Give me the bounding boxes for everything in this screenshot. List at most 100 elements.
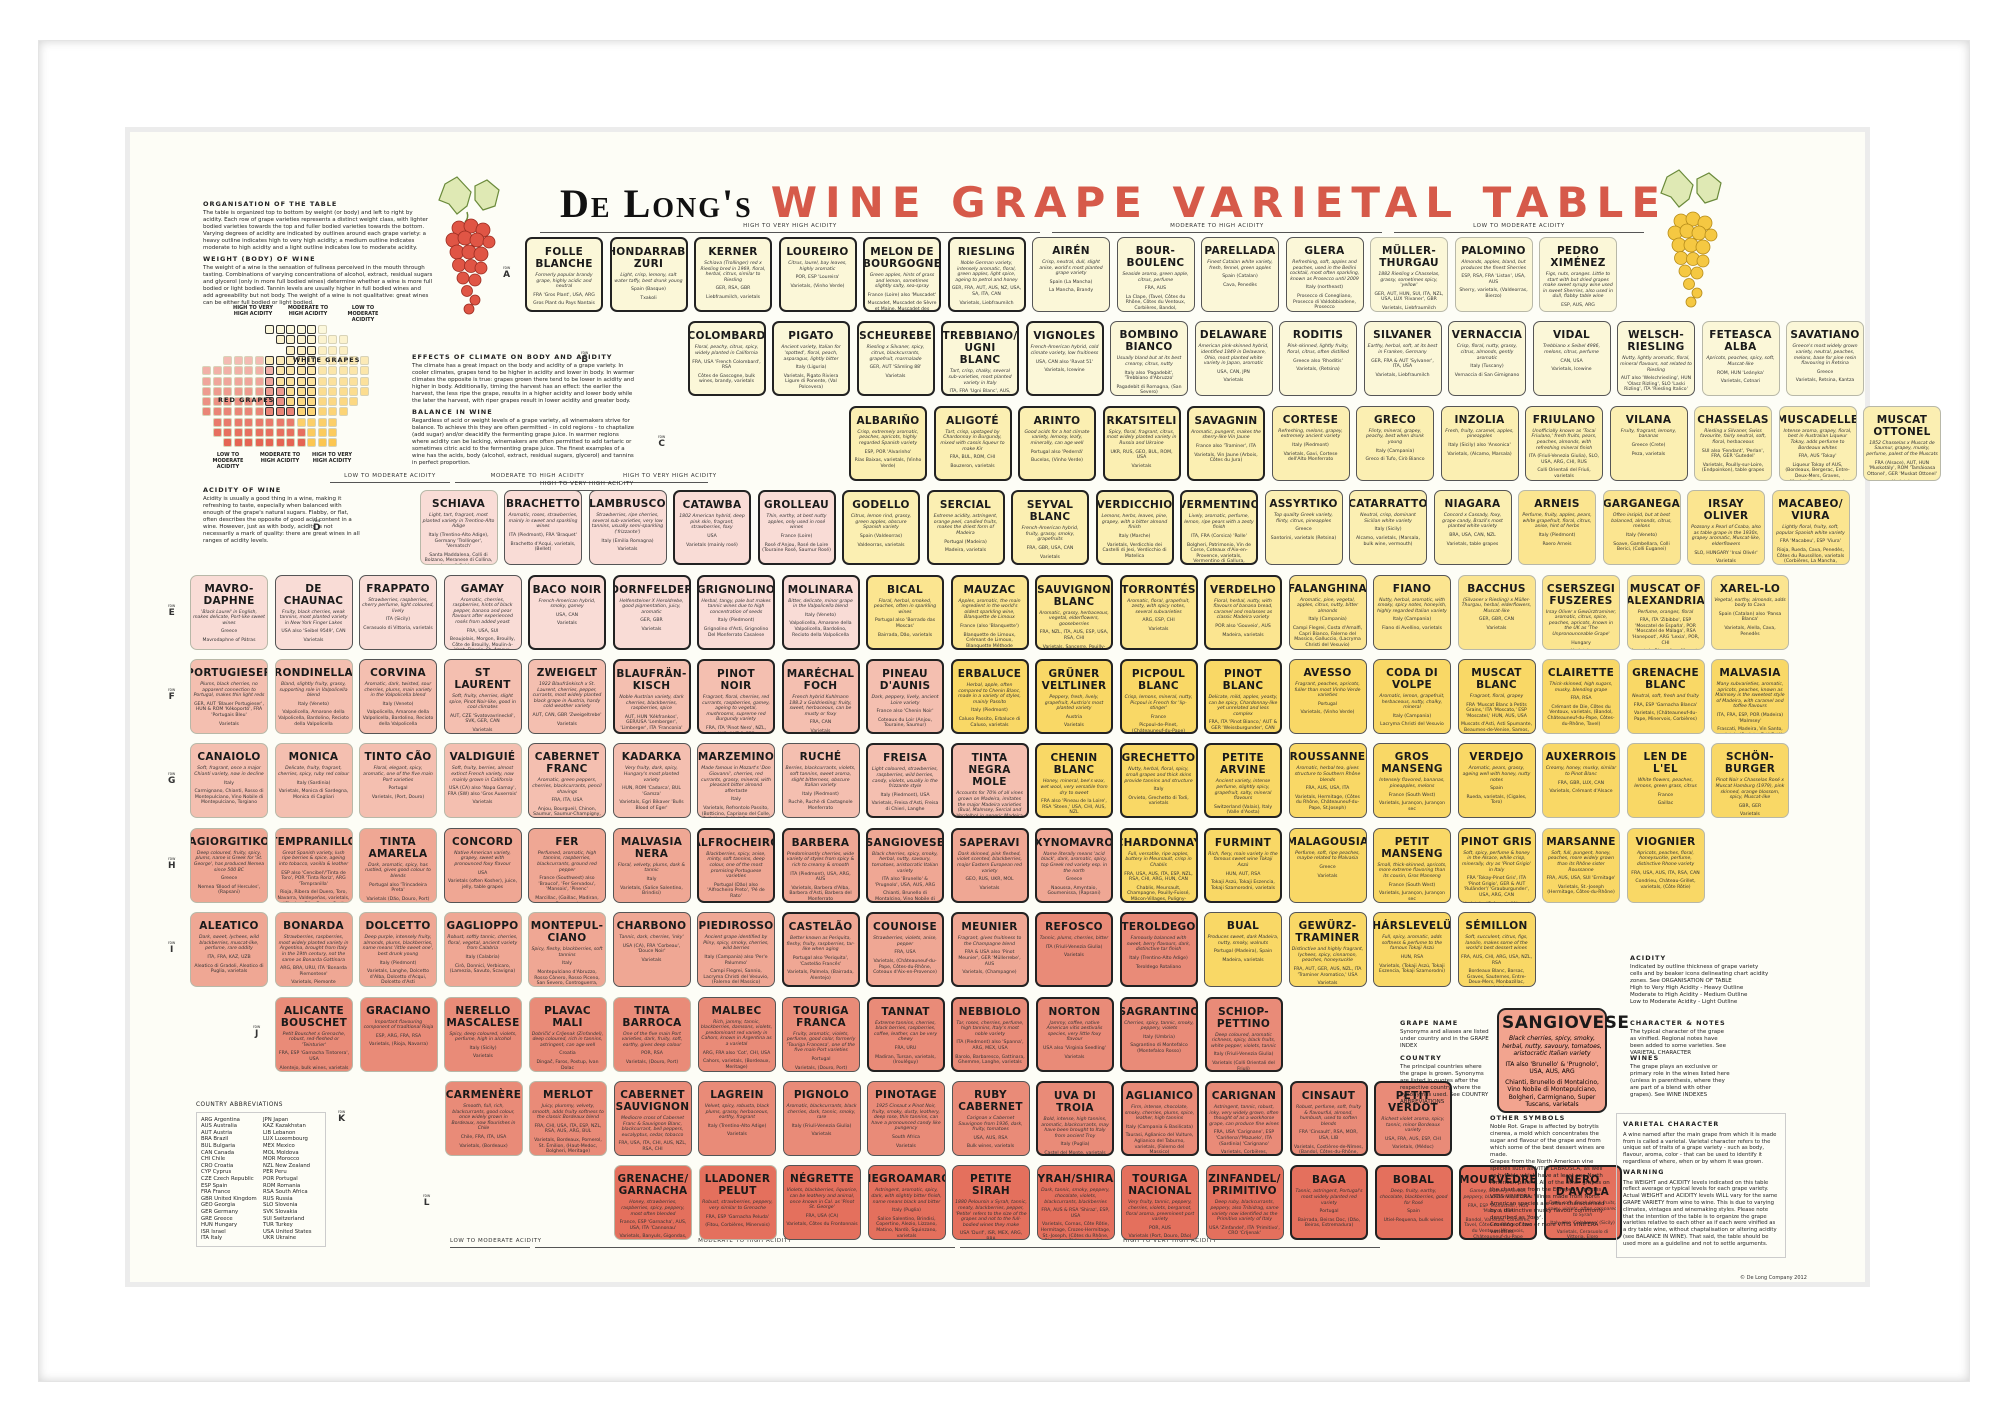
grape-name: CANAIOLO: [197, 751, 261, 764]
grape-country: Italy (Piedmont): [1292, 442, 1329, 448]
row-letter: L: [423, 1198, 430, 1208]
grape-country: FRA, AUS, USA, ITA: [1305, 786, 1350, 792]
grape-name: MEUNIER: [961, 921, 1018, 934]
grape-country: France (also 'Blanquette'): [960, 623, 1019, 629]
zone-text: LOW TO MODERATE ACIDITY: [344, 473, 436, 479]
row-letter: A: [503, 270, 511, 280]
mini-grid-cell: [349, 355, 358, 365]
grape-country: Italy: [731, 797, 741, 803]
grape-country: AUT also 'Welschriesling', HUN 'Olasz Ri…: [1620, 376, 1692, 393]
mini-grid-cell: [275, 355, 285, 365]
grape-description: Richest violet aroma, spicy, tannic, min…: [1381, 1117, 1445, 1134]
abbreviation-item: GBR United Kingdom: [201, 1195, 257, 1202]
grape-country: Portugal: [1317, 701, 1338, 707]
grape-country: Spain: [1407, 1209, 1420, 1215]
mini-grid-cell: [254, 376, 264, 386]
grape-name: VALDIGUIÉ: [449, 751, 516, 764]
grape-country: FRA, USA, ITA, CHI, AUS, NZL, RSA, CHI: [618, 1141, 687, 1152]
mini-grid-cell: [212, 397, 222, 407]
grape-wines: Varietals, Sancerre, Pouilly-Fumé, Toura…: [1042, 644, 1106, 650]
grape-description: Mediocre cross of Cabernet Franc & Sauvi…: [620, 1116, 685, 1138]
grape-name: INZOLIA: [1454, 413, 1505, 426]
grape-wines: Varietals: [1040, 554, 1060, 560]
grape-description: Fragrant, peaches, apricots, fuller than…: [1294, 682, 1361, 699]
grape-wines: Varietals: [1148, 626, 1169, 632]
mini-grid-cell: [286, 376, 295, 386]
grape-cell: AVESSO Fragrant, peaches, apricots, fulle…: [1288, 659, 1367, 734]
grape-name: TEMPRANILLO: [274, 835, 353, 848]
grape-description: Floral, elegant, spicy, aromatic, one of…: [363, 766, 433, 783]
grape-cell: SAVAGNIN Aromatic, pungent, makes the she…: [1187, 405, 1265, 481]
grape-country: Portugal: [388, 786, 408, 792]
grape-cell: SYRAH/SHIRAZ Dark, tannic, smoky, peppery…: [1036, 1165, 1115, 1241]
mini-grid-bottom-label: HIGH TO VERY HIGH ACIDITY: [312, 452, 352, 464]
grape-description: Perfumed, aromatic, high tannins, raspbe…: [537, 850, 597, 873]
grape-cell: BACCHUS (Silvaner x Riesling) x Müller-Th…: [1457, 574, 1536, 650]
row-prefix: row: [168, 687, 176, 692]
grape-name: AIRÉN: [1052, 245, 1090, 257]
grape-country: ARG, FRA also 'Cot', CHI, USA: [702, 1050, 771, 1056]
grape-cell: FER Perfumed, aromatic, high tannins, ras…: [528, 827, 606, 903]
grape-country: Greece (Crete): [1631, 442, 1666, 448]
grape-name: MUSCADELLE: [1778, 413, 1857, 426]
grape-name: AGIORGITIKO: [190, 835, 268, 848]
grape-name: RKATSITELI: [1106, 414, 1177, 427]
title-main: WINE GRAPE VARIETAL TABLE: [770, 178, 1669, 227]
grape-cell: VIDAL Trebbiano x Seibel 4986, melons, ci…: [1532, 321, 1611, 397]
grape-name: PEDRO XIMÉNEZ: [1550, 245, 1606, 269]
grape-wines: Mavrodaphne of Pátras: [202, 637, 256, 643]
grape-name: SYRAH/SHIRAZ: [1037, 1173, 1114, 1186]
grape-name: GRECHETTO: [1121, 752, 1196, 765]
grape-name: CINSAUT: [1301, 1090, 1356, 1102]
grape-country: Italy: [646, 876, 657, 882]
grape-country: FRA, USA 'Carignane', ESP 'Cariñena'/'Ma…: [1213, 1130, 1275, 1147]
mini-grid-cell: [338, 386, 348, 396]
mini-grid-cell: [223, 355, 232, 365]
row-letter: J: [254, 1029, 259, 1039]
grape-description: Robust, strawberries, peppery, very simi…: [702, 1200, 773, 1211]
callout-other-symbols: OTHER SYMBOLS Noble Rot. Grape is affect…: [1490, 1115, 1610, 1236]
grape-wines: (Fitou, Corbières, Minervois): [705, 1223, 770, 1229]
grape-wines: Varietals, (Châteauneuf-du-Pape, Côtes-d…: [873, 958, 937, 976]
grape-country: Italy (Veneto): [298, 701, 329, 707]
mini-grid-cell: [296, 438, 306, 448]
grape-country: FRA, BUL, ROM, CHI: [949, 455, 996, 461]
grape-description: Spicy, deep coloured, violets, perfume, …: [449, 1031, 517, 1043]
grape-wines: Campi Flegrei, Costa d'Amalfi, Capri Bia…: [1292, 625, 1363, 648]
grape-cell: ALICANTE BOUSCHET Petit Bouschet x Grenac…: [275, 996, 353, 1072]
mini-grid-cell: [275, 376, 285, 386]
grape-cell: SERCIAL Extreme acidity, astringent, oran…: [926, 490, 1005, 566]
grape-country: USA, CAN: [555, 612, 579, 618]
mini-grid-bottom-label: LOW TO MODERATE ACIDITY: [212, 452, 244, 470]
grape-country: AUT, CAN, GBR 'Zweigeltrebe': [532, 712, 602, 718]
grape-name: ASSYRTIKO: [1269, 498, 1338, 511]
sample-description: Black cherries, spicy, smoky, herbal, nu…: [1502, 1035, 1602, 1057]
grape-country: ARG, ESP, CHI: [1142, 618, 1175, 624]
grape-wines: Varietals, Costières-de-Nîmes, (Bandol, …: [1293, 1144, 1364, 1156]
grape-wines: Valpolicella, Amarone della Valpolicella…: [789, 621, 852, 638]
grape-cell: CHASSELAS Riesling x Silvaner, Swiss favo…: [1694, 405, 1772, 481]
grape-name: VIGNOLES: [1033, 330, 1096, 343]
grape-wines: Varietals: [885, 373, 906, 379]
abbreviation-item: ITA Italy: [201, 1235, 223, 1242]
grape-cell: PIGATO Ancient variety, Italian for 'spot…: [772, 321, 850, 397]
mini-grid-top-label: MODERATE TO HIGH ACIDITY: [287, 305, 329, 317]
mini-grid-cell: [223, 376, 232, 386]
grape-wines: Tokaji Aszú, Tokaji Eszencia, Tokaji Sza…: [1210, 880, 1276, 891]
grape-country: FRA, NZL, ITA, AUS, ESP, USA, RSA, CHI: [1039, 630, 1109, 641]
grape-country: FRA, AUT, GER, AUS, NZL, ITA 'Traminer A…: [1293, 966, 1362, 978]
grape-country: Italy (Veneto): [805, 612, 836, 618]
grape-cell: CORVINA Aromatic, dark, twisted, sour che…: [359, 659, 437, 734]
row-label: row F: [168, 687, 175, 702]
grape-wines: Rueda, varietals, (Cigales, Toro): [1466, 794, 1527, 806]
grape-cell: GRIGNOLINO Herbal, tangy, pale but makes …: [697, 574, 775, 650]
grape-country: ITA (Friuli-Venezia Giulia), SLO, USA, A…: [1528, 454, 1600, 465]
grape-country: FRA, AUS 'Tokay': [1798, 454, 1837, 460]
other-symbols-heading: OTHER SYMBOLS: [1490, 1114, 1566, 1122]
grape-cell: TINTA BARROCA One of the five main Port v…: [613, 996, 691, 1072]
grape-name: DORNFELDER: [612, 583, 691, 596]
abbreviation-item: CYP Cyprus: [201, 1169, 232, 1176]
grape-name: BRACHETTO: [505, 498, 581, 511]
grape-name: ALICANTE BOUSCHET: [280, 1004, 348, 1029]
grape-wines: Varietals: [1740, 812, 1760, 818]
